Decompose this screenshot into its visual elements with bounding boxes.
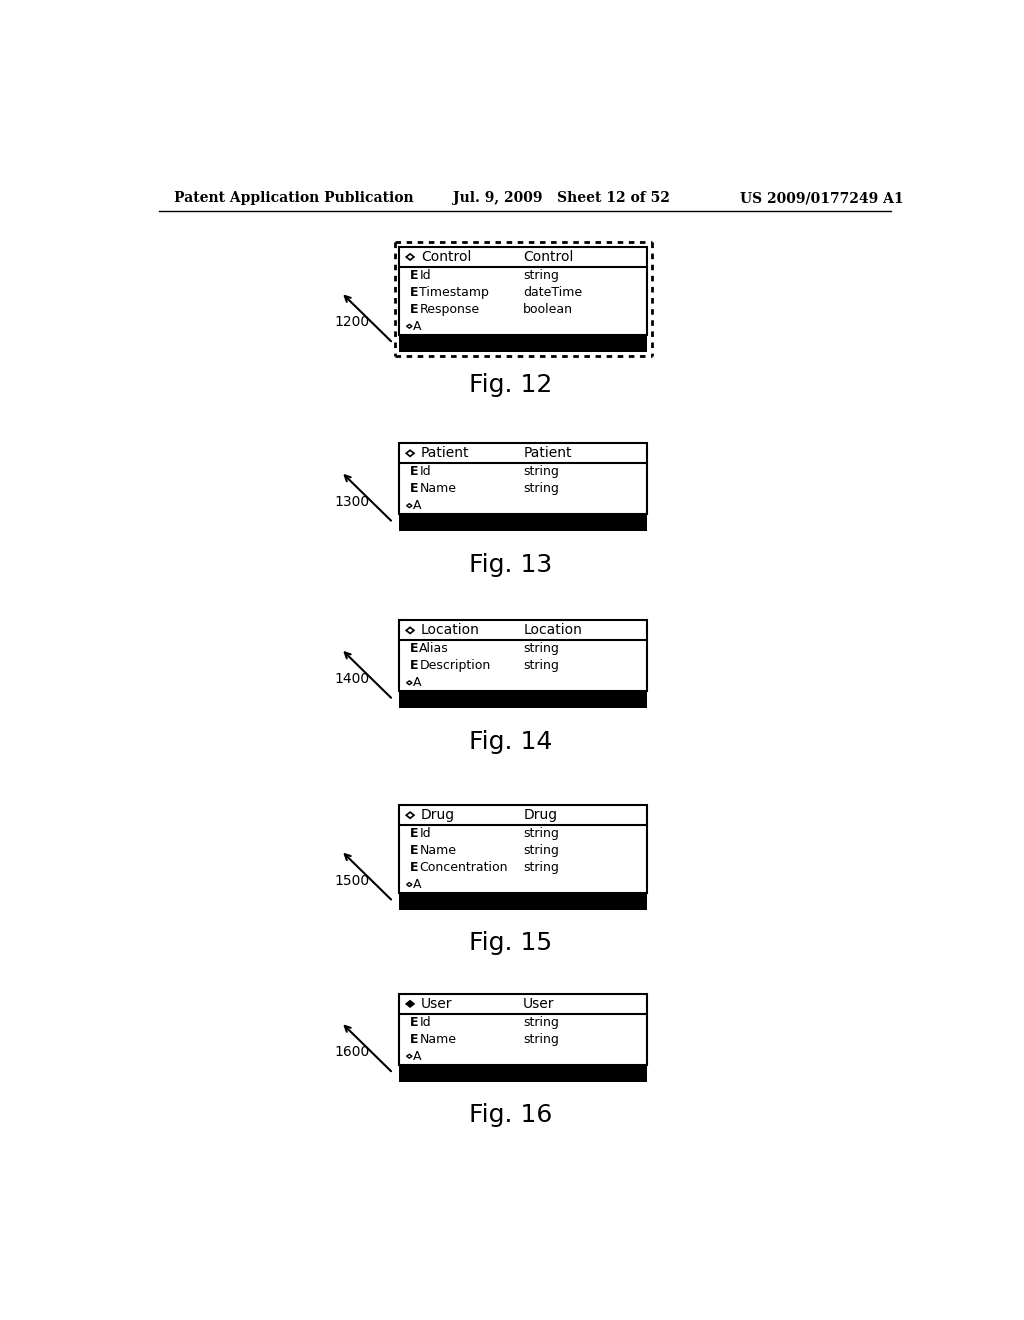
Text: E: E (410, 828, 419, 841)
Text: Timestamp: Timestamp (420, 286, 489, 298)
Polygon shape (407, 253, 414, 260)
Text: User: User (523, 997, 555, 1011)
Text: Jul. 9, 2009   Sheet 12 of 52: Jul. 9, 2009 Sheet 12 of 52 (454, 191, 671, 206)
Text: A: A (414, 878, 422, 891)
Text: Name: Name (420, 843, 457, 857)
Bar (399, 620, 647, 692)
Text: Location: Location (421, 623, 480, 638)
Text: string: string (523, 269, 559, 282)
Text: E: E (410, 643, 419, 656)
Polygon shape (407, 1055, 412, 1059)
Text: Response: Response (420, 302, 479, 315)
Text: Fig. 12: Fig. 12 (469, 374, 553, 397)
Bar (399, 692, 647, 708)
Text: Id: Id (420, 1016, 431, 1028)
Text: string: string (523, 643, 559, 656)
Text: E: E (410, 482, 419, 495)
Text: Control: Control (421, 249, 471, 264)
Text: Name: Name (420, 482, 457, 495)
Polygon shape (407, 883, 412, 887)
Text: 1600: 1600 (335, 1045, 370, 1060)
Polygon shape (407, 325, 412, 329)
Text: Name: Name (420, 1032, 457, 1045)
Text: E: E (410, 1016, 419, 1028)
Text: string: string (523, 659, 559, 672)
Text: Fig. 15: Fig. 15 (469, 932, 552, 956)
Text: 1500: 1500 (335, 874, 370, 888)
Text: Id: Id (420, 465, 431, 478)
Text: Fig. 16: Fig. 16 (469, 1104, 553, 1127)
Text: string: string (523, 861, 559, 874)
Text: string: string (523, 482, 559, 495)
Bar (399, 444, 647, 515)
Text: Location: Location (523, 623, 582, 638)
Text: A: A (414, 676, 422, 689)
Text: string: string (523, 1032, 559, 1045)
Text: string: string (523, 1016, 559, 1028)
Text: US 2009/0177249 A1: US 2009/0177249 A1 (740, 191, 904, 206)
Polygon shape (407, 504, 412, 508)
Text: dateTime: dateTime (523, 286, 583, 298)
Bar (399, 994, 647, 1065)
Text: Patient: Patient (523, 446, 571, 461)
Text: E: E (410, 843, 419, 857)
Text: E: E (410, 465, 419, 478)
Text: 1300: 1300 (335, 495, 370, 510)
Text: 1200: 1200 (335, 315, 370, 330)
Text: Drug: Drug (523, 808, 557, 822)
Text: string: string (523, 465, 559, 478)
Polygon shape (407, 1001, 414, 1007)
Text: string: string (523, 843, 559, 857)
Text: string: string (523, 828, 559, 841)
Text: Concentration: Concentration (420, 861, 508, 874)
Bar (394, 243, 652, 356)
Text: A: A (414, 1049, 422, 1063)
Text: E: E (410, 269, 419, 282)
Bar (399, 805, 647, 892)
Text: A: A (414, 319, 422, 333)
Bar (399, 1065, 647, 1081)
Bar (399, 335, 647, 351)
Text: E: E (410, 659, 419, 672)
Text: Alias: Alias (420, 643, 450, 656)
Text: Fig. 14: Fig. 14 (469, 730, 553, 754)
Text: 1400: 1400 (335, 672, 370, 686)
Bar (399, 892, 647, 909)
Text: E: E (410, 302, 419, 315)
Bar (399, 247, 647, 335)
Text: A: A (414, 499, 422, 512)
Text: Patent Application Publication: Patent Application Publication (174, 191, 414, 206)
Polygon shape (407, 627, 414, 634)
Polygon shape (407, 450, 414, 457)
Text: User: User (421, 997, 453, 1011)
Text: Id: Id (420, 269, 431, 282)
Text: Control: Control (523, 249, 573, 264)
Bar (399, 515, 647, 531)
Text: Description: Description (420, 659, 490, 672)
Text: Fig. 13: Fig. 13 (469, 553, 553, 577)
Text: Drug: Drug (421, 808, 455, 822)
Text: boolean: boolean (523, 302, 573, 315)
Polygon shape (407, 812, 414, 818)
Text: E: E (410, 286, 419, 298)
Text: Patient: Patient (421, 446, 469, 461)
Text: Id: Id (420, 828, 431, 841)
Text: E: E (410, 1032, 419, 1045)
Text: E: E (410, 861, 419, 874)
Polygon shape (407, 681, 412, 685)
